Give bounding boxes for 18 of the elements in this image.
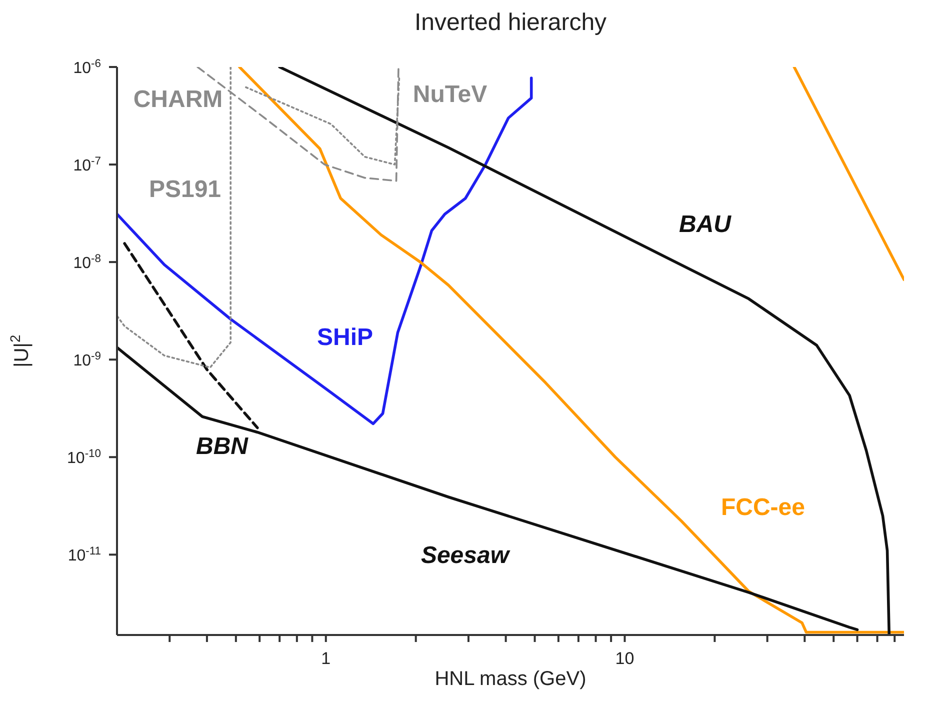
y-tick-label: 10$^{-7}$ (73, 156, 101, 175)
series-label: BAU (679, 211, 732, 238)
series-label: BBN (196, 433, 249, 460)
series-label: SHiP (316, 324, 374, 351)
x-axis-title: HNL mass (GeV) (434, 668, 586, 690)
series-label: FCC-ee (720, 494, 806, 521)
y-tick-label: 10$^{-8}$ (73, 253, 101, 272)
x-tick-label: 10 (615, 649, 634, 668)
y-tick-label: 10$^{-6}$ (73, 58, 101, 77)
x-tick-label: 1 (321, 649, 331, 668)
series-label: CHARM (133, 86, 223, 113)
series-label: NuTeV (412, 81, 488, 108)
series-label: Seesaw (420, 542, 510, 569)
series-label: PS191 (148, 176, 222, 203)
chart-title: Inverted hierarchy (413, 8, 608, 38)
y-tick-label: 10$^{-9}$ (73, 350, 101, 370)
y-tick-label: 10$^{-10}$ (67, 448, 101, 468)
y-tick-label: 10$^{-11}$ (68, 546, 101, 565)
